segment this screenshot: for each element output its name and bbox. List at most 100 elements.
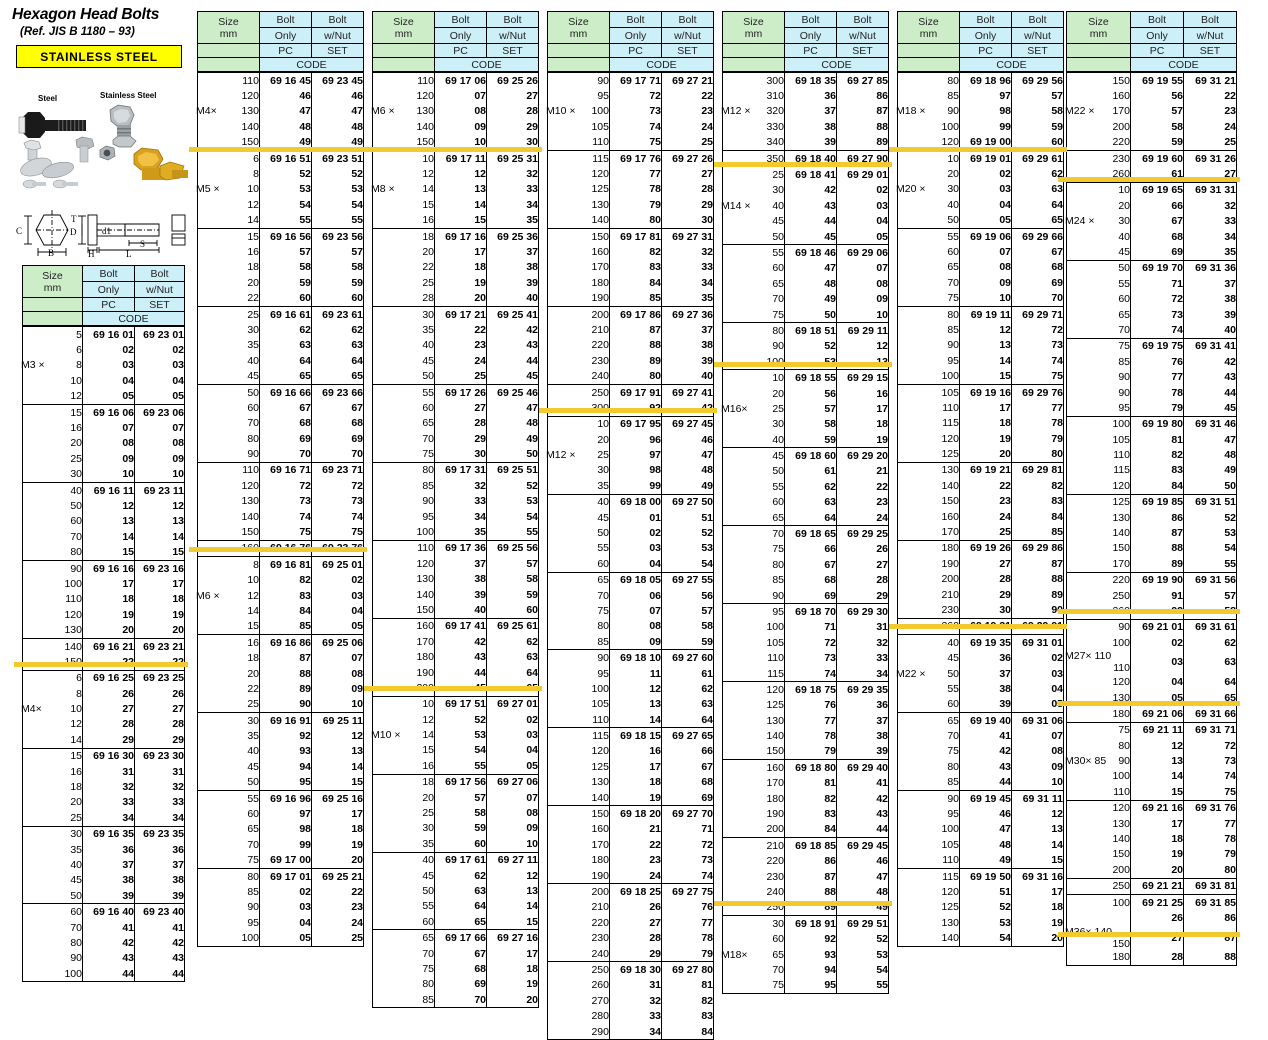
table-row: M18 × 90 98 58 [896, 103, 1064, 120]
cell-code-set: 80 [1183, 862, 1237, 879]
table-row: 65 48 08 [722, 276, 889, 292]
cell-code-pc: 42 [959, 743, 1012, 760]
cell-code-pc: 69 18 96 [959, 72, 1012, 89]
cell-code-set: 25 [1183, 134, 1237, 151]
cell-code-set: 69 31 01 [1011, 634, 1064, 651]
cell-size: 250 [547, 961, 610, 978]
cell-code-set: 25 [311, 930, 364, 947]
header-size-label: Size [743, 15, 764, 28]
table-row: 240 80 40 [547, 368, 714, 385]
table-header-col-m10-m12: Size mm Bolt Bolt Only w/Nut PC SET CODE [547, 11, 714, 72]
header-bolt-nut-2: w/Nut [1183, 27, 1237, 44]
header-set: SET [486, 43, 539, 58]
cell-code-pc: 15 [1130, 784, 1184, 801]
table-row: 10 82 02 [197, 572, 364, 588]
cell-size: 10 [722, 369, 785, 386]
header-size-spacer [722, 43, 785, 58]
cell-size: 125 [897, 446, 960, 463]
cell-code-pc: 18 [959, 415, 1012, 431]
cell-code-pc: 74 [784, 665, 837, 683]
cell-size: 22 [197, 681, 260, 697]
cell-size: 30 [372, 306, 435, 323]
cell-code-pc: 69 19 50 [959, 868, 1012, 885]
cell-code-set: 55 [836, 977, 889, 995]
cell-code-pc: 34 [609, 1023, 662, 1040]
cell-size: 50 [722, 463, 785, 480]
header-bolt-nut-1: Bolt [836, 11, 889, 28]
cell-code-set: 75 [1183, 784, 1237, 801]
cell-code-pc: 52 [434, 712, 487, 728]
table-row: 200 84 44 [722, 821, 889, 839]
cell-code-pc: 84 [609, 275, 662, 291]
cell-code-set: 02 [311, 572, 364, 588]
table-row: 75 30 50 [372, 446, 539, 463]
cell-code-pc: 04 [609, 556, 662, 573]
cell-code-pc: 69 18 35 [784, 72, 837, 89]
cell-code-pc: 47 [959, 821, 1012, 838]
cell-size: 140 [897, 930, 960, 947]
table-row: 70 09 69 [897, 275, 1064, 291]
cell-code-pc: 59 [784, 431, 837, 449]
cell-size: 150 [1066, 846, 1131, 863]
cell-code-set: 33 [1183, 213, 1237, 229]
table-row: 105 72 32 [722, 635, 889, 651]
header-bolt-nut-1: Bolt [486, 11, 539, 28]
cell-code-set: 07 [836, 260, 889, 277]
cell-size: M6 × 130 [371, 103, 435, 120]
table-row: 240 29 79 [547, 945, 714, 963]
cell-code-set: 69 29 01 [836, 166, 889, 183]
cell-code-set: 03 [134, 357, 185, 374]
cell-size: 160 [197, 540, 260, 558]
cell-code-set: 12 [836, 338, 889, 355]
table-row: 60 92 52 [722, 931, 889, 947]
cell-code-pc: 03 [82, 357, 135, 374]
table-row: 130 77 37 [722, 713, 889, 729]
table-row: 55 69 17 26 69 25 46 [372, 384, 539, 401]
cell-code-set: 69 27 70 [661, 805, 714, 822]
cell-code-set: 49 [661, 478, 714, 495]
table-row: 330 38 88 [722, 119, 889, 135]
cell-code-set: 30 [661, 212, 714, 229]
cell-code-set: 05 [1011, 696, 1064, 714]
cell-code-pc: 12 [434, 166, 487, 182]
cell-code-set: 37 [1183, 276, 1237, 292]
table-row: 110 82 48 [1066, 447, 1237, 463]
cell-code-pc: 43 [434, 649, 487, 665]
table-row: 18 87 07 [197, 650, 364, 666]
cell-code-set: 18 [311, 821, 364, 838]
cell-code-set: 69 31 06 [1011, 712, 1064, 729]
table-row: M36× 140 150 27 87 [1065, 925, 1237, 950]
cell-size: 110 [547, 134, 610, 151]
cell-code-pc: 82 [259, 572, 312, 588]
cell-size: 40 [372, 852, 435, 868]
table-row: 190 27 87 [897, 556, 1064, 572]
cell-code-set: 52 [836, 931, 889, 947]
cell-code-set: 44 [134, 966, 185, 983]
cell-code-set: 03 [836, 198, 889, 214]
cell-code-pc: 86 [1130, 509, 1184, 526]
table-header-col-m22-m24-m27-m30-m36: Size mm Bolt Bolt Only w/Nut PC SET CODE [1066, 11, 1237, 72]
cell-code-pc: 69 16 66 [259, 384, 312, 401]
cell-code-pc: 94 [784, 962, 837, 978]
cell-code-set: 69 27 65 [661, 727, 714, 744]
cell-code-set: 04 [311, 603, 364, 619]
cell-code-pc: 32 [609, 993, 662, 1009]
cell-code-pc: 43 [82, 950, 135, 967]
cell-code-pc: 69 18 00 [609, 494, 662, 510]
cell-code-set: 57 [661, 603, 714, 619]
cell-size-label: M20 × [896, 183, 932, 196]
table-row: 170 89 55 [1066, 556, 1237, 573]
cell-code-pc: 38 [959, 681, 1012, 697]
table-row: 75 42 08 [897, 743, 1064, 760]
cell-code-pc: 36 [784, 88, 837, 104]
cell-size: 130 [722, 713, 785, 729]
cell-size: M4× 10 [21, 701, 83, 717]
table-row: 40 64 64 [197, 353, 364, 369]
cell-code-set: 62 [661, 681, 714, 697]
table-row: 55 71 37 [1066, 276, 1237, 292]
bolt-size-table-col-m3-m4: 5 69 16 01 69 23 01 6 02 02 M3 × 8 03 03… [21, 326, 185, 983]
table-row: 75 66 26 [722, 541, 889, 558]
cell-size: 150 [197, 524, 260, 541]
cell-code-set: 69 27 36 [661, 306, 714, 323]
header-bolt-nut-2: w/Nut [134, 281, 185, 298]
